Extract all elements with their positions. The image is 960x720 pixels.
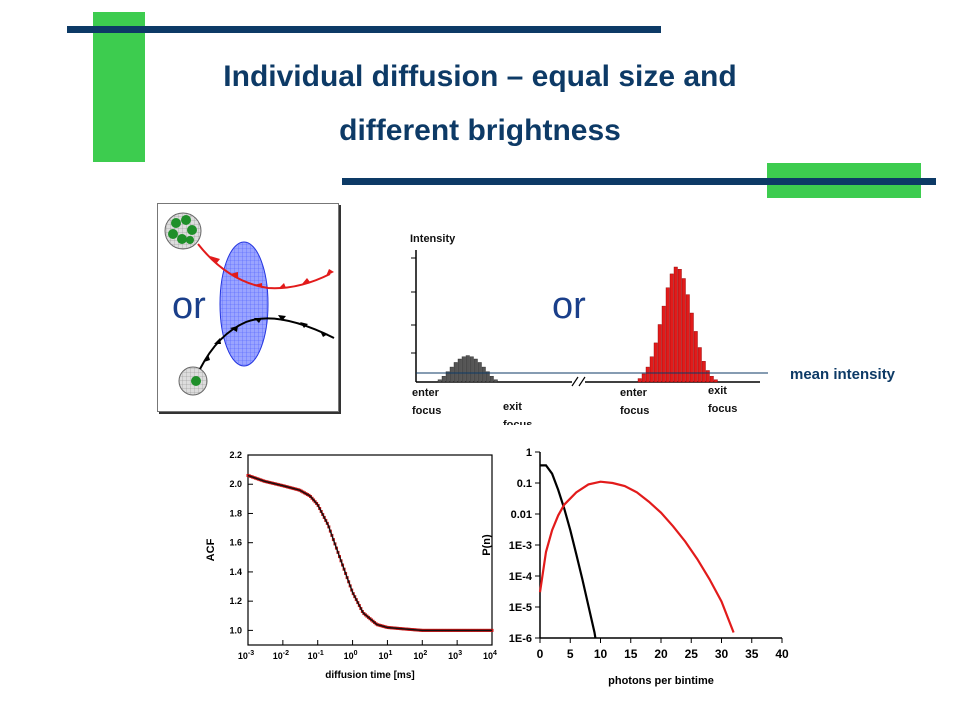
hist-tick-label: enter: [412, 387, 440, 399]
acf-ytick: 1.8: [229, 508, 242, 518]
hist-bar-bright: [705, 370, 710, 383]
intensity-histogram: Intensity mean intensity enter focus exit f…: [410, 233, 896, 425]
pn-xtick: 30: [715, 647, 729, 661]
acf-ytick: 1.2: [229, 596, 242, 606]
slide-title-line1: Individual diffusion – equal size and: [223, 60, 737, 93]
hist-tick-label: exit: [708, 385, 727, 397]
hist-bar-bright: [649, 356, 654, 383]
pn-ylabel: P(n): [481, 534, 493, 556]
hist-ylabel: Intensity: [410, 233, 456, 245]
hist-bar-bright: [661, 305, 666, 383]
pn-xtick: 25: [685, 647, 699, 661]
pn-ytick: 0.01: [511, 509, 532, 521]
pn-xtick: 0: [537, 647, 544, 661]
acf-xtick: 101: [378, 650, 392, 661]
acf-xtick: 10-3: [238, 650, 254, 661]
pn-xtick: 40: [775, 647, 789, 661]
hist-bar-bright: [677, 269, 682, 383]
hist-bar-bright: [697, 347, 702, 383]
hist-bar-dim: [481, 366, 486, 383]
hist-bar-bright: [709, 376, 714, 383]
hist-tick-label: focus: [708, 403, 737, 415]
hist-bar-dim: [441, 376, 446, 383]
navy-rule-bottom: [342, 178, 936, 185]
hist-bar-dim: [449, 366, 454, 383]
slide-title-line2: different brightness: [339, 114, 621, 147]
hist-bar-dim: [461, 356, 466, 383]
acf-ytick: 1.4: [229, 567, 242, 577]
hist-bar-bright: [701, 361, 706, 383]
navy-rule-top: [67, 26, 661, 33]
acf-chart: 1.0 1.2 1.4 1.6 1.8 2.0 2.2 10-3 10-2 10-1 100 101 1…: [205, 450, 497, 681]
acf-ytick: 2.0: [229, 479, 242, 489]
mean-intensity-label: mean intensity: [790, 366, 896, 383]
hist-bar-dim: [465, 355, 470, 383]
hist-bar-bright: [653, 342, 658, 383]
pn-xtick: 5: [567, 647, 574, 661]
hist-bar-dim: [473, 358, 478, 383]
pn-series-line: [540, 464, 597, 639]
acf-xtick: 10-1: [308, 650, 324, 661]
hist-bar-bright: [657, 324, 662, 383]
hist-bar-bright: [665, 287, 670, 383]
hist-bar-bright: [713, 379, 718, 383]
hist-bar-dim: [477, 362, 482, 383]
pn-xlabel: photons per bintime: [608, 675, 714, 687]
pn-xtick: 35: [745, 647, 759, 661]
pn-ytick: 1: [526, 447, 532, 459]
acf-xtick: 10-2: [273, 650, 289, 661]
hist-bar-dim: [453, 362, 458, 383]
hist-tick-label: focus: [412, 405, 441, 417]
hist-bar-bright: [673, 266, 678, 383]
hist-bar-dim: [437, 379, 442, 383]
acf-xtick: 102: [413, 650, 427, 661]
acf-xtick: 100: [344, 650, 358, 661]
hist-bar-dim: [489, 376, 494, 383]
or-label-right: or: [552, 285, 586, 327]
acf-ytick: 2.2: [229, 450, 242, 460]
hist-bar-dim: [445, 371, 450, 383]
hist-bar-bright: [689, 312, 694, 383]
hist-tick-label: enter: [620, 387, 648, 399]
acf-xtick: 103: [448, 650, 462, 661]
pn-series-line: [538, 480, 735, 633]
pn-ytick: 1E-4: [509, 571, 533, 583]
hist-bar-dim: [485, 371, 490, 383]
or-label-left: or: [172, 285, 206, 327]
hist-bar-bright: [637, 378, 642, 383]
pn-xtick: 20: [654, 647, 668, 661]
hist-bar-bright: [681, 278, 686, 383]
acf-ytick: 1.6: [229, 538, 242, 548]
hist-bar-dim: [469, 356, 474, 383]
hist-tick-label: focus: [503, 419, 532, 425]
acf-data-point: [246, 473, 250, 477]
hist-bar-bright: [685, 294, 690, 383]
green-bar-top-left: [93, 12, 145, 162]
hist-bar-dim: [457, 358, 462, 383]
hist-bar-bright: [645, 366, 650, 383]
diffusion-sketch: [164, 212, 335, 396]
hist-bar-bright: [669, 273, 674, 383]
pn-ytick: 1E-5: [509, 602, 532, 614]
focus-volume-illustration: [157, 203, 339, 412]
acf-xtick: 104: [483, 650, 497, 661]
hist-tick-label: exit: [503, 401, 522, 413]
pn-xtick: 15: [624, 647, 638, 661]
pn-ytick: 1E-3: [509, 540, 532, 552]
pn-xtick: 10: [594, 647, 608, 661]
acf-fit-line: [247, 474, 492, 632]
hist-tick-label: focus: [620, 405, 649, 417]
hist-bar-dim: [493, 379, 498, 383]
acf-ytick: 1.0: [229, 625, 242, 635]
photon-distribution-chart: 1 0.1 0.01 1E-3 1E-4 1E-5 1E-6 0 5 10 15 20 25 30 35 40…: [481, 447, 789, 687]
acf-ylabel: ACF: [205, 538, 217, 561]
acf-xlabel: diffusion time [ms]: [325, 670, 414, 681]
pn-ytick: 0.1: [517, 478, 532, 490]
hist-bar-bright: [641, 373, 646, 383]
pn-ytick: 1E-6: [509, 633, 532, 645]
hist-bar-bright: [693, 331, 698, 383]
